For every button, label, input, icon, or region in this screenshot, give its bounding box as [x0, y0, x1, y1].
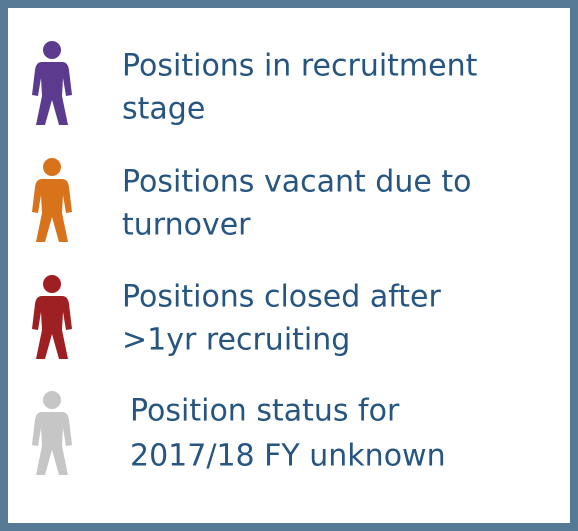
person-icon-body	[32, 296, 72, 359]
legend-label: Positions vacant due to	[122, 165, 471, 200]
legend-label: 2017/18 FY unknown	[130, 439, 446, 474]
person-icon-head	[43, 391, 61, 409]
legend-label: stage	[122, 92, 205, 127]
legend-label: >1yr recruiting	[122, 323, 350, 358]
person-icon-head	[43, 275, 61, 293]
legend-label: Position status for	[130, 394, 400, 429]
person-icon-body	[32, 412, 72, 475]
legend-label: Positions in recruitment	[122, 49, 478, 84]
person-icon-head	[43, 158, 61, 176]
legend-label: Positions closed after	[122, 280, 441, 315]
person-icon-body	[32, 179, 72, 242]
legend-label: turnover	[122, 208, 251, 243]
person-icon-head	[43, 41, 61, 59]
person-icon-body	[32, 62, 72, 125]
